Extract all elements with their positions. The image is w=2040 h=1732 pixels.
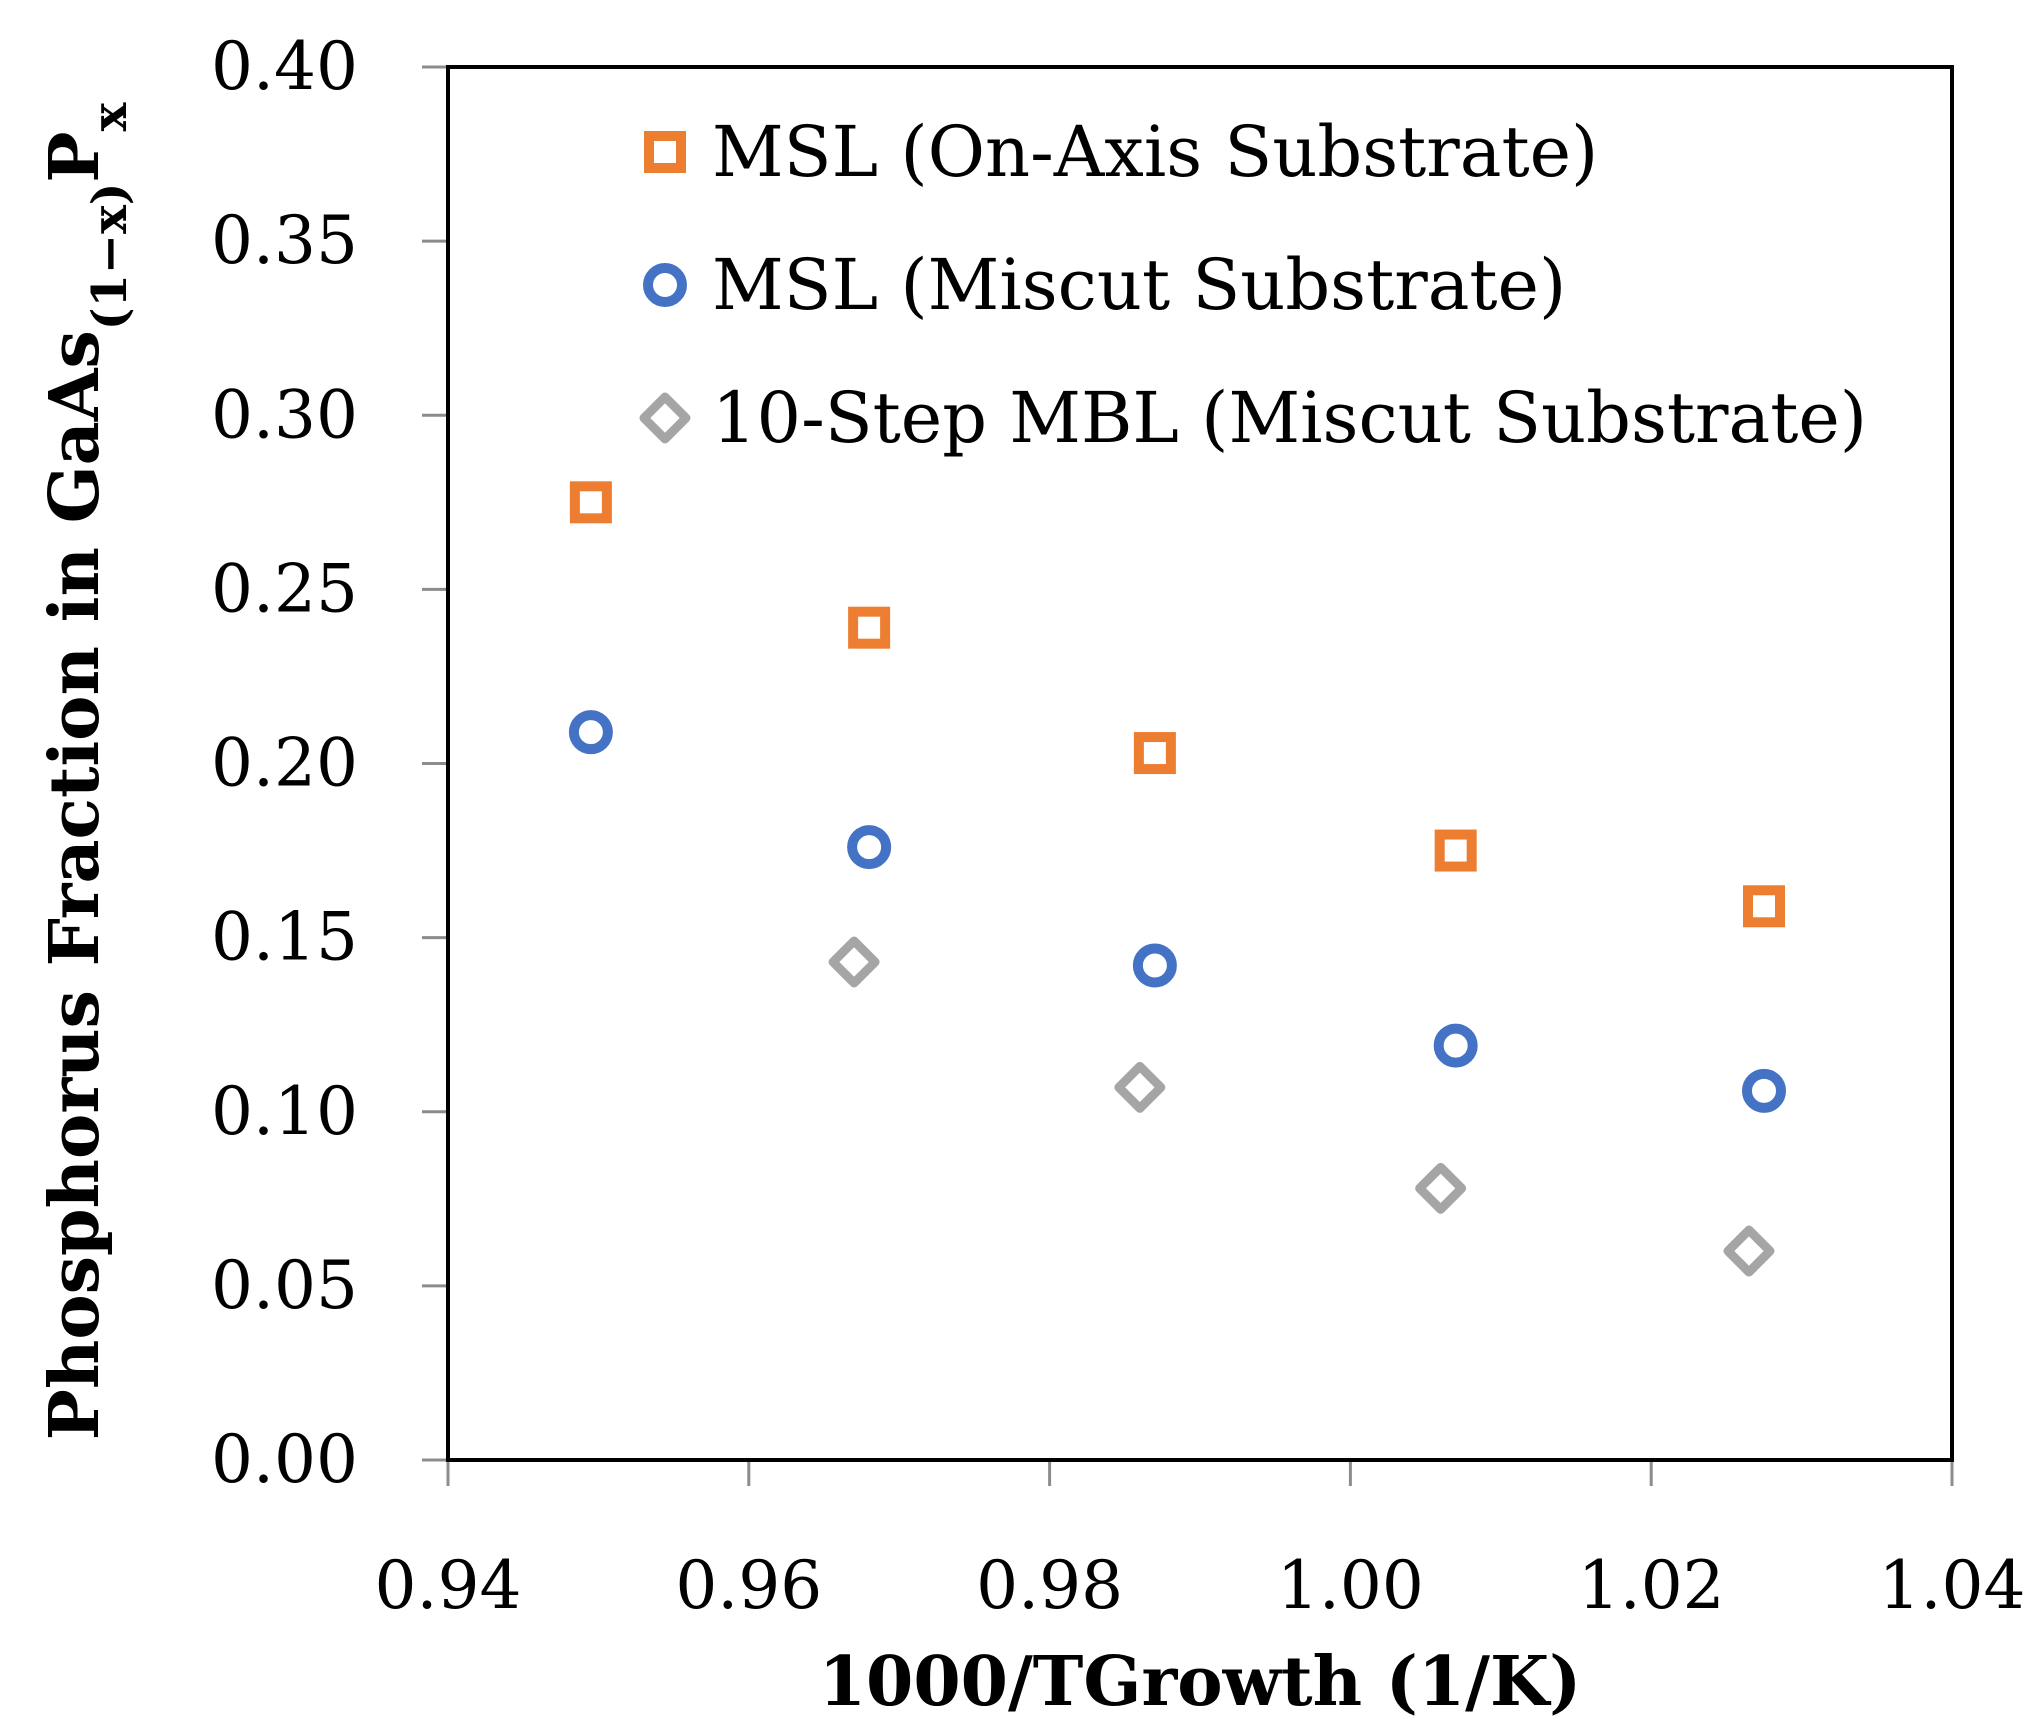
series-3 — [828, 936, 1775, 1277]
y-axis-ticks: 0.00 0.05 0.10 0.15 0.20 0.25 0.30 0.35 0.40 — [211, 28, 448, 1498]
legend: MSL (On-Axis Substrate) MSL (Miscut Subst… — [639, 111, 1867, 459]
y-tick-label: 0.15 — [211, 899, 358, 976]
y-axis-title-main: Phosphorus Fraction in GaAs — [35, 330, 115, 1440]
x-tick-label: 1.02 — [1578, 1547, 1725, 1624]
diamond-point — [1415, 1162, 1467, 1214]
y-tick-label: 0.05 — [211, 1247, 358, 1324]
x-tick-label: 0.96 — [675, 1547, 822, 1624]
x-tick-label: 0.94 — [375, 1547, 522, 1624]
legend-diamond-marker — [639, 392, 691, 444]
legend-label: MSL (On-Axis Substrate) — [712, 111, 1598, 193]
y-tick-label: 0.30 — [211, 376, 358, 453]
legend-item: 10-Step MBL (Miscut Substrate) — [639, 377, 1867, 459]
y-tick-label: 0.20 — [211, 725, 358, 802]
circle-point — [847, 825, 892, 870]
legend-label: MSL (Miscut Substrate) — [712, 244, 1566, 326]
square-point — [1434, 829, 1477, 872]
diamond-point — [1723, 1225, 1775, 1277]
y-axis-title-subscript-x: x — [82, 102, 138, 131]
square-point — [1743, 885, 1785, 928]
legend-circle-marker — [643, 263, 687, 307]
legend-item: MSL (On-Axis Substrate) — [644, 111, 1598, 193]
x-axis-title: 1000/TGrowth (1/K) — [819, 1642, 1582, 1722]
y-tick-label: 0.40 — [211, 28, 358, 105]
circle-point — [1132, 943, 1177, 988]
series-1 — [569, 481, 1785, 928]
x-tick-label: 1.00 — [1277, 1547, 1424, 1624]
diamond-point — [1114, 1061, 1166, 1113]
x-tick-label: 1.04 — [1879, 1547, 2026, 1624]
diamond-point — [828, 936, 880, 988]
x-axis-ticks: 0.94 0.96 0.98 1.00 1.02 1.04 — [375, 1460, 2026, 1624]
y-tick-label: 0.35 — [211, 202, 358, 279]
x-tick-label: 0.98 — [976, 1547, 1123, 1624]
y-axis-title-p: P — [35, 131, 115, 182]
y-axis-title: Phosphorus Fraction in GaAs(1−x)Px — [35, 102, 138, 1440]
y-tick-label: 0.25 — [211, 550, 358, 627]
circle-point — [1433, 1023, 1478, 1068]
circle-point — [568, 710, 613, 755]
plot-area-frame — [446, 65, 1954, 1462]
data-points — [568, 481, 1786, 1277]
circle-point — [1742, 1068, 1786, 1113]
square-point — [848, 606, 891, 649]
series-2 — [568, 710, 1786, 1113]
y-tick-label: 0.10 — [211, 1073, 358, 1150]
square-point — [1133, 732, 1176, 775]
y-tick-label: 0.00 — [211, 1421, 358, 1498]
y-axis-title-subscript: (1−x) — [82, 183, 138, 331]
legend-label: 10-Step MBL (Miscut Substrate) — [712, 377, 1867, 459]
square-point — [569, 481, 612, 524]
legend-item: MSL (Miscut Substrate) — [643, 244, 1566, 326]
legend-square-marker — [644, 131, 686, 173]
